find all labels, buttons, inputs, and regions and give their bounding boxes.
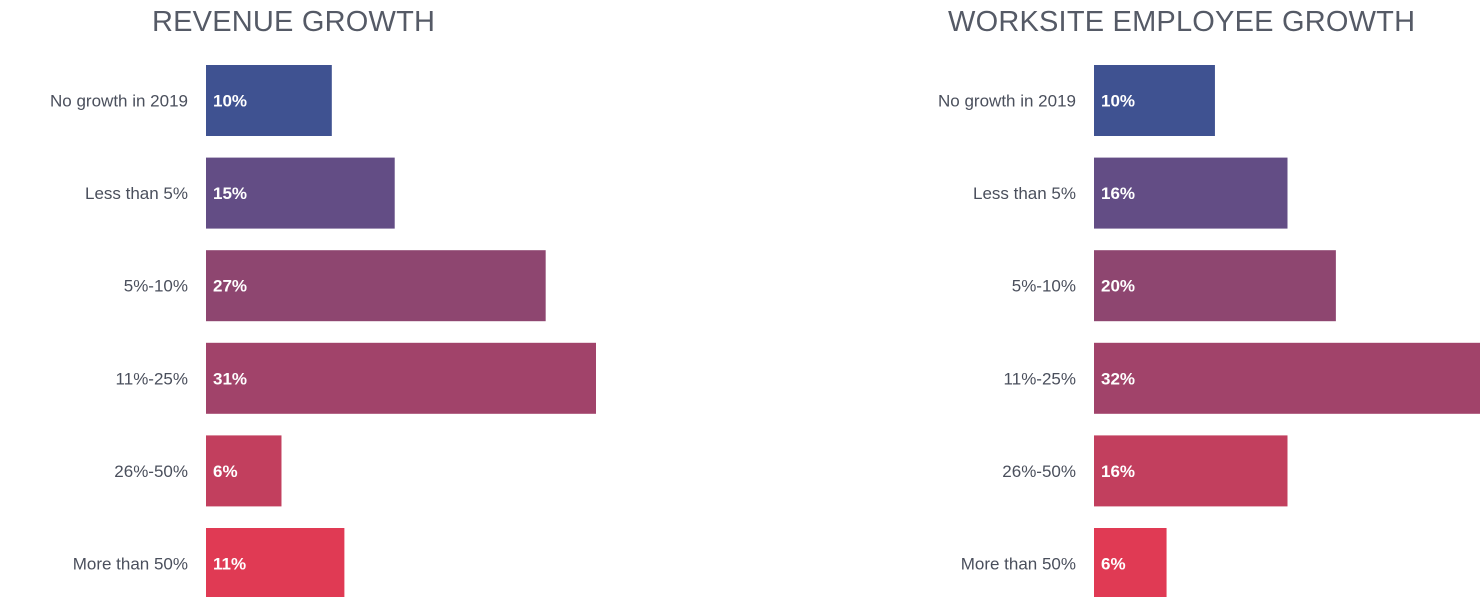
category-label: 11%-25% [116,369,188,388]
data-label: 31% [213,369,247,388]
category-label: Less than 5% [973,184,1076,203]
category-label: No growth in 2019 [50,92,188,111]
chart-title: REVENUE GROWTH [152,6,436,38]
category-label: More than 50% [73,555,188,574]
category-label: No growth in 2019 [938,92,1076,111]
bar [206,65,332,136]
worksite-employee-growth-chart: WORKSITE EMPLOYEE GROWTH No growth in 20… [740,0,1480,597]
data-label: 15% [213,184,247,203]
data-label: 16% [1101,184,1135,203]
bar [206,157,395,229]
bar [206,528,345,597]
data-label: 6% [1101,555,1126,574]
data-label: 16% [1101,462,1135,481]
category-label: 26%-50% [114,462,188,481]
bar [206,435,282,507]
bar [1094,65,1215,136]
bar [1094,528,1167,597]
category-label: 5%-10% [124,277,188,296]
bar [1094,157,1288,229]
category-label: Less than 5% [85,184,188,203]
category-label: 26%-50% [1002,462,1076,481]
chart-title: WORKSITE EMPLOYEE GROWTH [948,6,1416,38]
data-label: 32% [1101,369,1135,388]
bar [206,250,546,322]
bar [1094,250,1336,322]
category-label: More than 50% [961,555,1076,574]
revenue-growth-chart: REVENUE GROWTH No growth in 2019 10% Less … [50,6,596,597]
data-label: 20% [1101,277,1135,296]
data-label: 11% [213,555,246,574]
category-label: 11%-25% [1004,369,1076,388]
data-label: 10% [1101,92,1135,111]
worksite-employee-growth-plot: No growth in 2019 10% Less than 5% 16% 5%-10… [938,65,1480,597]
revenue-growth-plot: No growth in 2019 10% Less than 5% 15% 5%-10… [50,65,596,597]
data-label: 27% [213,277,247,296]
category-label: 5%-10% [1012,277,1076,296]
bar [1094,435,1288,507]
bar [206,342,596,414]
bar [1094,342,1480,414]
data-label: 10% [213,92,247,111]
data-label: 6% [213,462,238,481]
